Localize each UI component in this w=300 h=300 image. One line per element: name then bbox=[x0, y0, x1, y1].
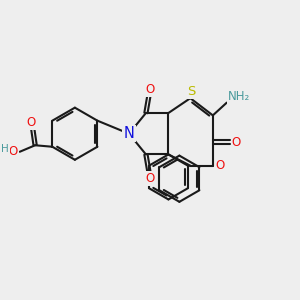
Text: O: O bbox=[145, 83, 154, 96]
Text: NH₂: NH₂ bbox=[228, 90, 250, 103]
Text: O: O bbox=[9, 145, 18, 158]
Text: O: O bbox=[145, 172, 154, 184]
Text: H: H bbox=[1, 144, 9, 154]
Text: N: N bbox=[124, 126, 134, 141]
Text: O: O bbox=[27, 116, 36, 129]
Text: S: S bbox=[187, 85, 195, 98]
Text: O: O bbox=[232, 136, 241, 148]
Text: O: O bbox=[216, 159, 225, 172]
